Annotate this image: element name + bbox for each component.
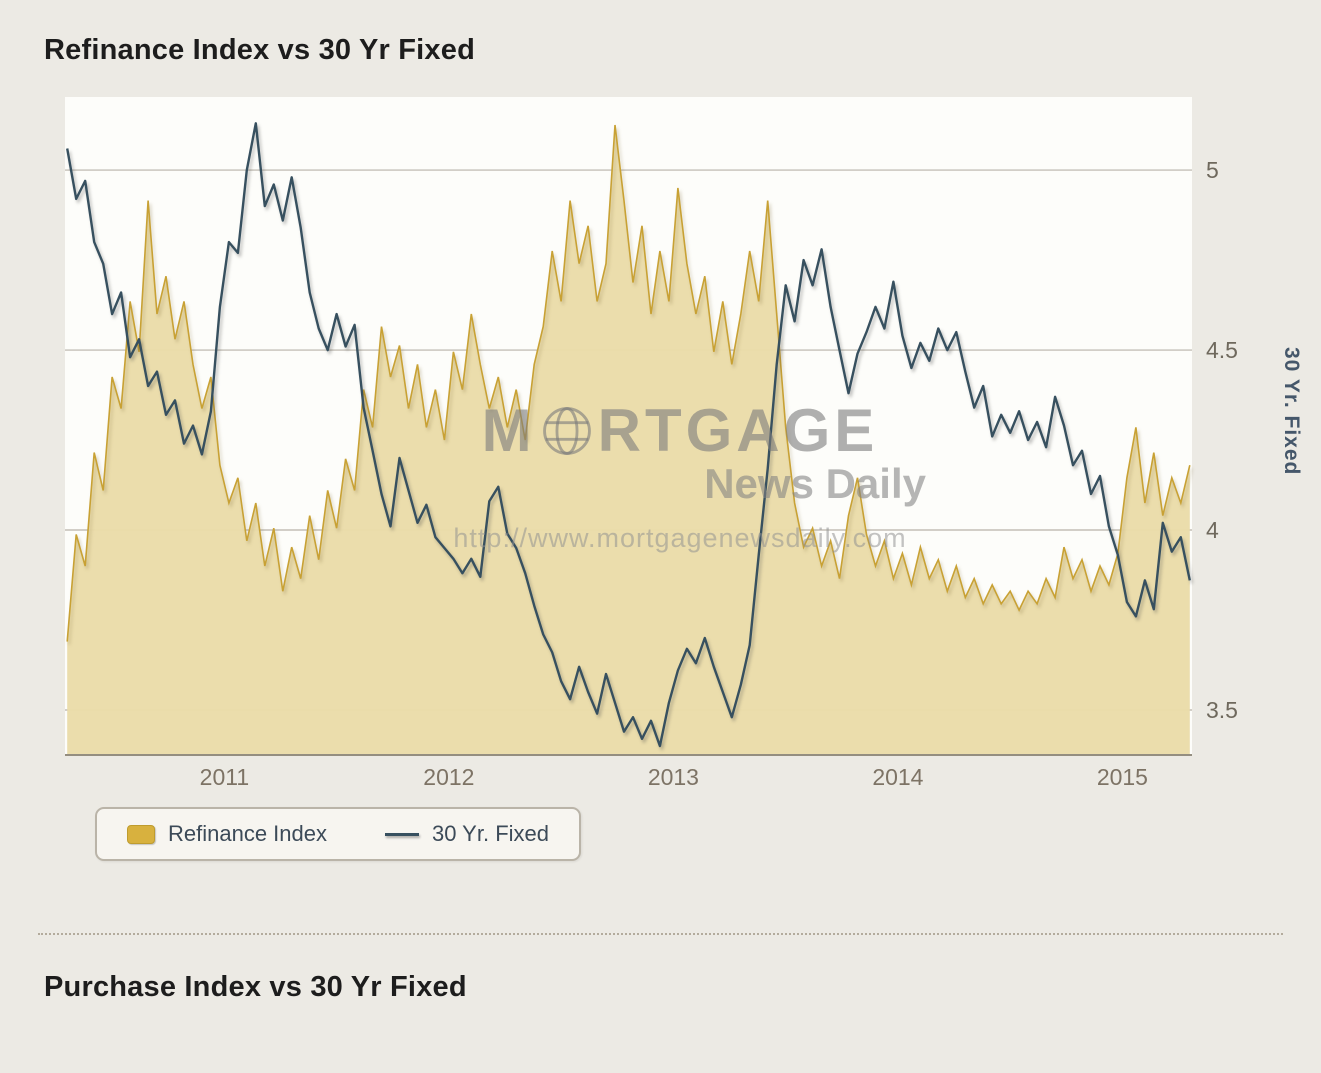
chart-title-refinance: Refinance Index vs 30 Yr Fixed (44, 34, 475, 66)
y-tick-label: 5 (1206, 157, 1219, 183)
y-tick-label: 3.5 (1206, 697, 1238, 723)
legend-item-30-yr-fixed[interactable]: 30 Yr. Fixed (385, 821, 549, 847)
right-axis-label: 30 Yr. Fixed (1280, 347, 1303, 476)
section-divider (38, 933, 1283, 935)
x-tick-label: 2012 (423, 764, 474, 785)
legend-item-refinance-index[interactable]: Refinance Index (127, 821, 327, 847)
refinance-area-edge (66, 124, 1191, 642)
chart-title-purchase: Purchase Index vs 30 Yr Fixed (44, 971, 467, 1003)
y-tick-label: 4 (1206, 517, 1219, 543)
x-tick-label: 2011 (200, 764, 249, 785)
x-tick-label: 2013 (648, 764, 699, 785)
legend-label-refinance: Refinance Index (168, 821, 327, 846)
y-tick-label: 4.5 (1206, 337, 1238, 363)
chart-legend: Refinance Index 30 Yr. Fixed (95, 807, 581, 861)
thirty-yr-fixed-line (66, 122, 1191, 748)
fixed-line-swatch-icon (385, 832, 419, 836)
x-tick-label: 2014 (872, 764, 923, 785)
refinance-chart-canvas: 5 4.5 4 3.5 2011 2012 2013 2014 2015 (65, 97, 1238, 785)
refinance-area (67, 125, 1190, 755)
refinance-area-swatch-icon (127, 824, 155, 844)
legend-label-30yr: 30 Yr. Fixed (432, 821, 549, 846)
refinance-chart: 5 4.5 4 3.5 2011 2012 2013 2014 2015 M RTGAGE Ne… (0, 85, 1321, 785)
x-tick-label: 2015 (1097, 764, 1148, 785)
